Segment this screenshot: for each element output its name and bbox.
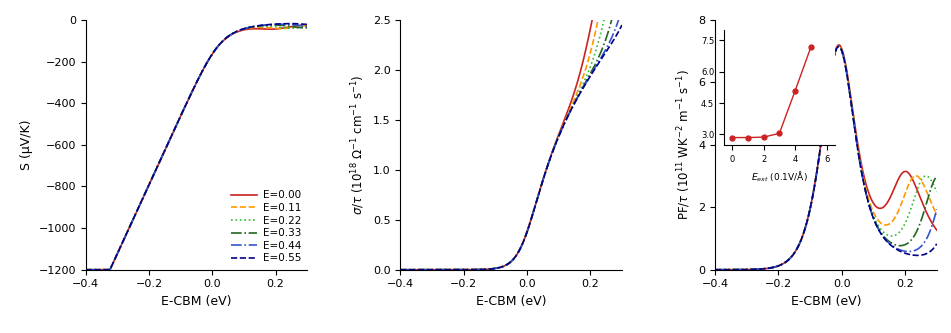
E=0.00 <box>107 263 118 267</box>
E=0.22 <box>240 27 251 31</box>
E=0.44 <box>276 22 287 26</box>
X-axis label: E-CBM (eV): E-CBM (eV) <box>476 295 547 308</box>
E=0.22 <box>241 26 252 30</box>
E=0.33 <box>220 37 231 41</box>
E=0.11 <box>167 130 179 134</box>
E=0.55 <box>107 263 118 267</box>
X-axis label: E-CBM (eV): E-CBM (eV) <box>790 295 862 308</box>
E=0.22 <box>167 130 179 134</box>
E=0.55 <box>152 164 164 167</box>
E=0.11 <box>301 24 313 28</box>
E=0.22 <box>220 37 231 41</box>
E=0.44 <box>152 164 164 167</box>
E=0.44 <box>220 37 231 41</box>
E=0.22 <box>260 24 271 28</box>
Line: E=0.55: E=0.55 <box>86 24 307 270</box>
E=0.00 <box>240 28 251 32</box>
E=0.22 <box>107 263 118 267</box>
E=0.44 <box>80 268 91 272</box>
E=0.22 <box>152 164 164 167</box>
E=0.33 <box>107 263 118 267</box>
Y-axis label: PF/$\tau$ ($10^{11}\ \mathrm{WK^{-2}\ m^{-1}\ s^{-1}}$): PF/$\tau$ ($10^{11}\ \mathrm{WK^{-2}\ m^… <box>675 70 692 220</box>
Line: E=0.00: E=0.00 <box>86 25 307 270</box>
E=0.55 <box>220 37 231 41</box>
E=0.11 <box>80 268 91 272</box>
E=0.33 <box>267 23 279 27</box>
E=0.00 <box>301 23 313 27</box>
E=0.55 <box>301 23 313 27</box>
E=0.11 <box>107 263 118 267</box>
E=0.44 <box>240 26 251 30</box>
E=0.44 <box>107 263 118 267</box>
E=0.33 <box>241 26 252 30</box>
Y-axis label: S (μV/K): S (μV/K) <box>20 120 33 170</box>
E=0.00 <box>152 164 164 167</box>
E=0.22 <box>80 268 91 272</box>
Line: E=0.11: E=0.11 <box>86 26 307 270</box>
E=0.00 <box>220 37 231 41</box>
Line: E=0.44: E=0.44 <box>86 24 307 270</box>
E=0.33 <box>152 164 164 167</box>
E=0.44 <box>241 26 252 30</box>
E=0.55 <box>285 22 297 26</box>
E=0.22 <box>301 25 313 29</box>
E=0.55 <box>80 268 91 272</box>
E=0.33 <box>240 26 251 30</box>
E=0.11 <box>240 27 251 31</box>
E=0.33 <box>80 268 91 272</box>
X-axis label: E-CBM (eV): E-CBM (eV) <box>161 295 232 308</box>
Legend: E=0.00, E=0.11, E=0.22, E=0.33, E=0.44, E=0.55: E=0.00, E=0.11, E=0.22, E=0.33, E=0.44, … <box>230 189 302 264</box>
E=0.55 <box>240 26 251 30</box>
Line: E=0.33: E=0.33 <box>86 25 307 270</box>
E=0.11 <box>241 27 252 31</box>
E=0.00 <box>80 268 91 272</box>
Y-axis label: $\sigma/\tau$ ($10^{18}\ \Omega^{-1}$ cm$^{-1}$ s$^{-1}$): $\sigma/\tau$ ($10^{18}\ \Omega^{-1}$ cm… <box>350 75 367 215</box>
E=0.44 <box>301 25 313 29</box>
E=0.55 <box>167 130 179 134</box>
E=0.44 <box>167 130 179 134</box>
E=0.55 <box>241 26 252 30</box>
E=0.11 <box>220 37 231 41</box>
E=0.00 <box>241 27 252 31</box>
E=0.33 <box>167 130 179 134</box>
Line: E=0.22: E=0.22 <box>86 26 307 270</box>
E=0.33 <box>301 26 313 30</box>
E=0.00 <box>167 130 179 134</box>
E=0.11 <box>152 164 164 167</box>
